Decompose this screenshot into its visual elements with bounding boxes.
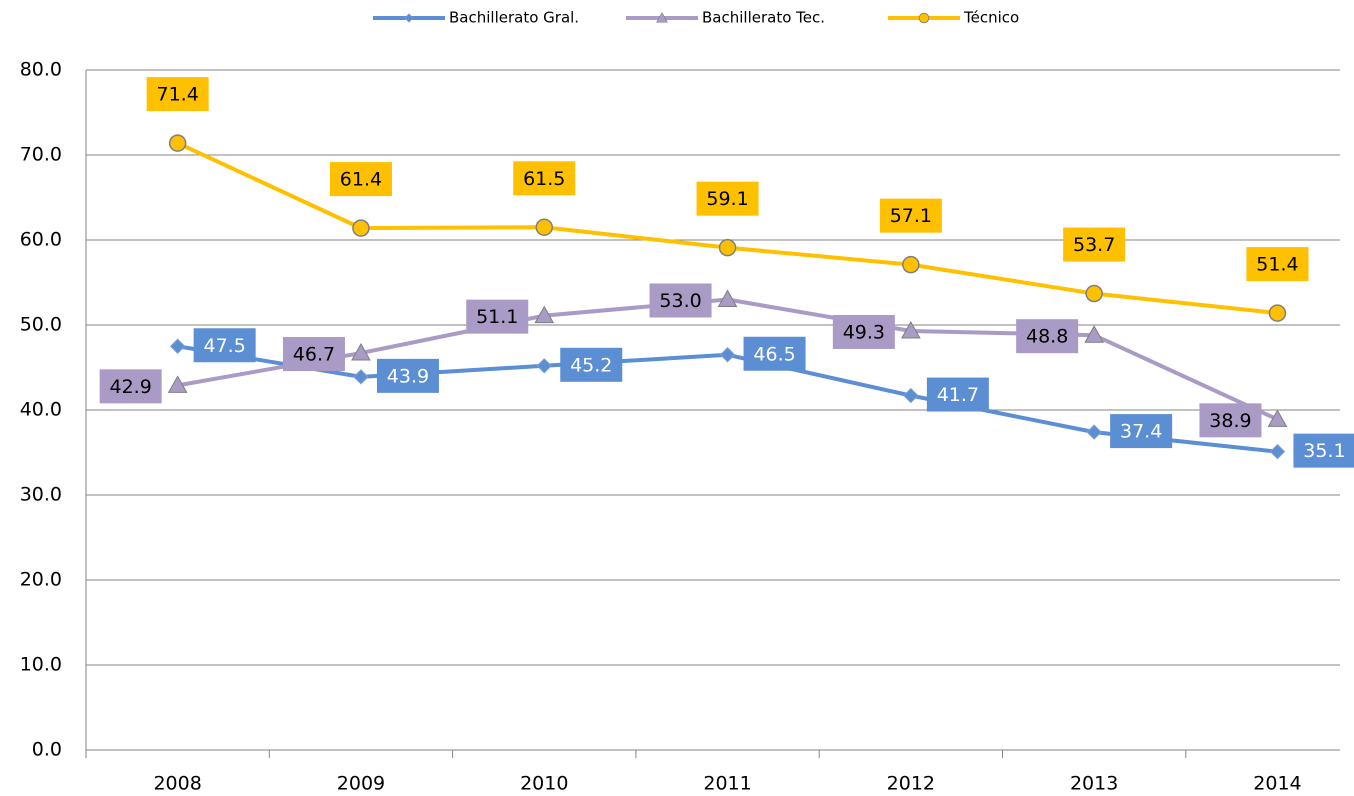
legend-label: Bachillerato Tec. [702, 9, 825, 27]
legend-label: Técnico [963, 9, 1019, 27]
data-label: 51.1 [476, 306, 518, 328]
data-point [1087, 425, 1101, 439]
data-label: 48.8 [1026, 326, 1068, 348]
data-label: 61.4 [340, 169, 382, 191]
data-label: 37.4 [1120, 421, 1162, 443]
data-point [170, 135, 186, 151]
legend-marker [405, 14, 413, 22]
x-tick-label: 2008 [153, 773, 201, 795]
y-tick-label: 80.0 [20, 59, 62, 81]
y-tick-label: 40.0 [20, 399, 62, 421]
data-label: 51.4 [1256, 254, 1298, 276]
data-label: 57.1 [890, 205, 932, 227]
x-tick-label: 2012 [887, 773, 935, 795]
data-point [1086, 286, 1102, 302]
data-label: 59.1 [706, 188, 748, 210]
data-label: 46.7 [293, 344, 335, 366]
x-tick-label: 2009 [337, 773, 385, 795]
data-label: 38.9 [1209, 410, 1251, 432]
data-label: 42.9 [109, 376, 151, 398]
y-tick-label: 0.0 [32, 739, 62, 761]
x-tick-label: 2014 [1253, 773, 1301, 795]
data-point [903, 257, 919, 273]
data-label: 45.2 [570, 354, 612, 376]
data-label: 61.5 [523, 168, 565, 190]
data-point [720, 240, 736, 256]
legend-marker [919, 13, 929, 23]
data-label: 49.3 [843, 321, 885, 343]
x-tick-label: 2013 [1070, 773, 1118, 795]
data-label: 47.5 [203, 335, 245, 357]
data-label: 46.5 [753, 343, 795, 365]
y-tick-label: 30.0 [20, 484, 62, 506]
y-tick-label: 20.0 [20, 569, 62, 591]
x-tick-label: 2011 [703, 773, 751, 795]
legend-label: Bachillerato Gral. [449, 9, 579, 27]
data-label: 35.1 [1303, 440, 1345, 462]
data-point [1270, 445, 1284, 459]
data-label: 71.4 [156, 84, 198, 106]
chart: 0.0 10.0 20.0 30.0 40.0 50.0 60.0 70.0 80.0 2008 2… [0, 0, 1354, 796]
y-tick-label: 60.0 [20, 229, 62, 251]
data-label: 53.7 [1073, 234, 1115, 256]
y-tick-label: 10.0 [20, 654, 62, 676]
data-point [1269, 305, 1285, 321]
x-tick-label: 2010 [520, 773, 568, 795]
data-point [536, 219, 552, 235]
data-label: 53.0 [659, 290, 701, 312]
data-point [353, 220, 369, 236]
y-tick-label: 50.0 [20, 314, 62, 336]
data-point [904, 389, 918, 403]
data-point [171, 339, 185, 353]
data-label: 43.9 [387, 365, 429, 387]
data-label: 41.7 [937, 384, 979, 406]
y-tick-label: 70.0 [20, 144, 62, 166]
data-point [537, 359, 551, 373]
data-point [721, 348, 735, 362]
data-point [354, 370, 368, 384]
